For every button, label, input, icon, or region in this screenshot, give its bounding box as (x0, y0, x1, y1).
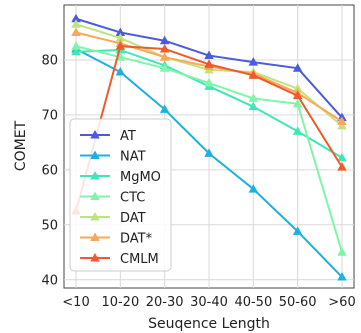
data-point-marker (115, 41, 126, 50)
data-point-marker (337, 272, 347, 281)
data-point-marker (204, 50, 214, 60)
data-point-marker (159, 52, 170, 61)
series-layer (71, 13, 347, 281)
legend-label: CMLM (120, 252, 159, 267)
x-tick-label: 30-40 (190, 295, 228, 310)
y-tick-label: 80 (41, 53, 58, 68)
legend-marker (90, 150, 100, 159)
data-point-marker (71, 41, 81, 50)
x-tick-label: 40-50 (234, 295, 272, 310)
data-point-marker (71, 46, 81, 56)
legend-item: DAT* (80, 232, 153, 247)
data-point-marker (337, 247, 347, 256)
data-point-marker (292, 226, 303, 235)
x-tick-label: 50-60 (279, 295, 317, 310)
legend-label: DAT (120, 211, 146, 226)
data-point-marker (292, 83, 303, 93)
legend-label: MgMO (120, 170, 161, 185)
y-tick-label: 40 (41, 273, 58, 288)
data-point-marker (292, 98, 303, 108)
data-point-marker (337, 116, 347, 125)
legend-marker (90, 130, 100, 139)
data-point-marker (115, 67, 126, 76)
legend: AT NAT MgMO CTC DAT DAT* CMLM (69, 118, 172, 272)
data-point-marker (115, 27, 126, 36)
x-tick-label: 10-20 (101, 295, 139, 310)
data-point-marker (337, 162, 347, 171)
data-point-marker (71, 19, 81, 28)
y-tick-label: 50 (41, 218, 58, 233)
series-ctc (71, 41, 347, 256)
data-point-marker (204, 148, 214, 157)
series-at (71, 13, 347, 122)
data-point-marker (292, 126, 303, 135)
data-point-marker (248, 70, 259, 79)
x-tick-label: >60 (328, 295, 355, 310)
legend-item: NAT (80, 150, 146, 165)
data-point-marker (337, 152, 347, 162)
legend-marker (90, 191, 100, 200)
y-tick-label: 70 (41, 108, 58, 123)
legend-label: DAT* (120, 232, 153, 247)
legend-label: NAT (120, 150, 146, 165)
legend-item: DAT (80, 211, 146, 226)
data-point-marker (248, 57, 259, 66)
legend-label: CTC (120, 191, 145, 206)
legend-marker (90, 232, 100, 241)
x-tick-label: 20-30 (146, 295, 184, 310)
y-axis-label: COMET (13, 120, 29, 171)
data-point-marker (248, 93, 259, 102)
data-point-marker (204, 59, 214, 68)
data-point-marker (159, 104, 170, 113)
x-axis-label: Seuqence Length (148, 316, 270, 332)
legend-item: MgMO (80, 170, 161, 185)
x-tick-label: <10 (62, 295, 89, 310)
y-tick-label: 60 (41, 163, 58, 178)
data-point-marker (159, 35, 170, 45)
legend-marker (90, 212, 100, 221)
data-point-marker (248, 184, 259, 193)
data-point-marker (115, 32, 126, 42)
x-axis-ticks: <10 10-20 20-30 30-40 40-50 50-60 >60 (62, 295, 355, 310)
data-point-marker (71, 13, 81, 23)
legend-marker (90, 253, 100, 262)
legend-item: CMLM (80, 252, 159, 267)
legend-marker (90, 171, 100, 180)
data-point-marker (204, 78, 214, 87)
data-point-marker (71, 27, 81, 36)
data-point-marker (159, 63, 170, 72)
y-axis-ticks: 40 50 60 70 80 (41, 53, 58, 288)
legend-item: AT (80, 129, 136, 144)
series-nat (71, 43, 347, 281)
legend-item: CTC (80, 191, 145, 206)
data-point-marker (337, 120, 347, 130)
legend-label: AT (120, 129, 136, 144)
data-point-marker (292, 63, 303, 72)
data-point-marker (159, 43, 170, 53)
data-point-marker (292, 90, 303, 100)
data-point-marker (248, 101, 259, 111)
